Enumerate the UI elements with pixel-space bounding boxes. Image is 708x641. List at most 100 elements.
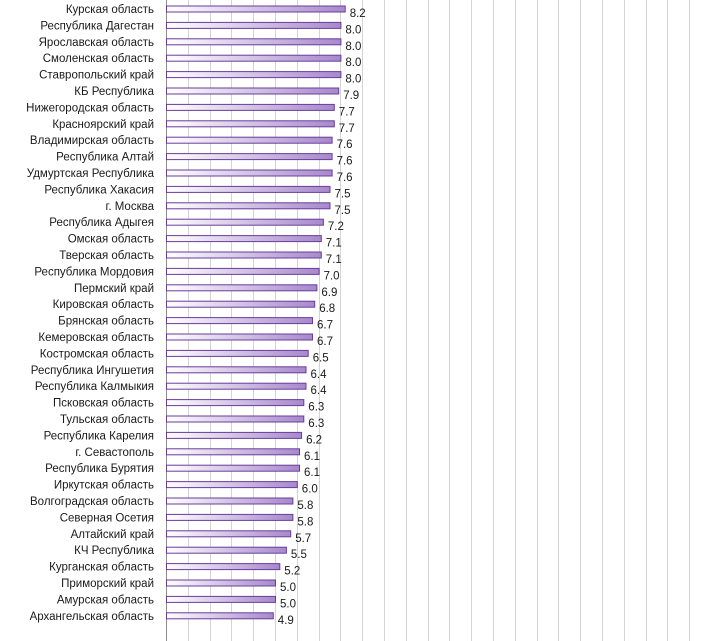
value-label: 6.0 — [302, 484, 318, 496]
category-label: Тульская область — [60, 414, 154, 426]
bar[interactable] — [166, 595, 276, 603]
value-label: 7.1 — [326, 238, 342, 250]
category-label: Красноярский край — [52, 119, 154, 131]
category-label: Костромская область — [40, 348, 154, 360]
bar[interactable] — [166, 382, 307, 390]
category-label: Республика Мордовия — [34, 266, 154, 278]
value-label: 6.5 — [313, 352, 329, 364]
category-label: Волгоградская область — [30, 496, 154, 508]
value-label: 4.9 — [278, 615, 294, 627]
category-label: Республика Дагестан — [40, 20, 154, 32]
category-label: Республика Калмыкия — [35, 381, 154, 393]
bar[interactable] — [166, 5, 346, 13]
category-label: КБ Республика — [74, 86, 154, 98]
bar[interactable] — [166, 464, 300, 472]
value-label: 5.8 — [297, 500, 313, 512]
category-label: Кемеровская область — [38, 332, 154, 344]
category-label: г. Севастополь — [75, 447, 154, 459]
bar[interactable] — [166, 235, 322, 243]
value-label: 6.1 — [304, 451, 320, 463]
bar[interactable] — [166, 513, 294, 521]
bar[interactable] — [166, 579, 276, 587]
bar[interactable] — [166, 153, 333, 161]
value-label: 6.2 — [306, 434, 322, 446]
bar[interactable] — [166, 87, 340, 95]
category-label: Курская область — [66, 4, 154, 16]
bar[interactable] — [166, 612, 274, 620]
value-label: 5.0 — [280, 598, 296, 610]
category-label: Ярославская область — [39, 37, 154, 49]
bar[interactable] — [166, 218, 324, 226]
bar[interactable] — [166, 185, 331, 193]
bar[interactable] — [166, 563, 281, 571]
value-label: 7.7 — [339, 106, 355, 118]
value-label: 6.4 — [311, 369, 328, 381]
bar[interactable] — [166, 448, 300, 456]
value-label: 6.9 — [321, 287, 337, 299]
value-label: 8.0 — [345, 41, 361, 53]
value-label: 7.7 — [339, 123, 355, 135]
value-label: 5.8 — [297, 516, 313, 528]
category-label: Ставропольский край — [39, 70, 154, 82]
value-label: 7.6 — [337, 156, 353, 168]
bar[interactable] — [166, 71, 342, 79]
value-label: 7.0 — [324, 270, 340, 282]
bar[interactable] — [166, 21, 342, 29]
category-label: Брянская область — [58, 316, 154, 328]
bar[interactable] — [166, 120, 335, 128]
value-label: 6.1 — [304, 467, 320, 479]
value-label: 8.0 — [345, 57, 361, 69]
bar[interactable] — [166, 267, 320, 275]
bar[interactable] — [166, 497, 294, 505]
value-label: 7.1 — [326, 254, 342, 266]
category-label: Пермский край — [74, 283, 154, 295]
value-label: 6.3 — [308, 418, 324, 430]
category-labels: Курская область Республика Дагестан Яросла… — [26, 4, 154, 623]
bar[interactable] — [166, 38, 342, 46]
bar[interactable] — [166, 317, 313, 325]
bar[interactable] — [166, 546, 287, 554]
value-label: 6.4 — [311, 385, 328, 397]
value-label: 7.9 — [343, 90, 359, 102]
bar[interactable] — [166, 431, 303, 439]
bar[interactable] — [166, 333, 313, 341]
value-label: 5.5 — [291, 549, 307, 561]
bar[interactable] — [166, 284, 318, 292]
bars — [166, 5, 346, 620]
category-label: г. Москва — [106, 201, 155, 213]
category-label: Омская область — [68, 234, 154, 246]
category-label: Архангельская область — [30, 611, 154, 623]
bar[interactable] — [166, 366, 307, 374]
category-label: Тверская область — [59, 250, 154, 262]
bar[interactable] — [166, 300, 316, 308]
bar[interactable] — [166, 54, 342, 62]
value-label: 6.3 — [308, 402, 324, 414]
value-label: 8.0 — [345, 74, 361, 86]
category-label: Республика Бурятия — [45, 463, 154, 475]
bar[interactable] — [166, 136, 333, 144]
category-label: Нижегородская область — [26, 102, 154, 114]
bar[interactable] — [166, 349, 309, 357]
bar[interactable] — [166, 399, 305, 407]
category-label: Северная Осетия — [60, 512, 154, 524]
category-label: Удмуртская Республика — [27, 168, 155, 180]
value-label: 5.7 — [295, 533, 311, 545]
bar[interactable] — [166, 169, 333, 177]
category-label: Республика Алтай — [56, 152, 154, 164]
value-labels: 8.2 8.0 8.0 8.0 8.0 7.9 7.7 7.7 7.6 7.6 7.6 7.5 7.5 7… — [278, 8, 366, 627]
bar[interactable] — [166, 103, 335, 111]
category-label: Алтайский край — [71, 529, 154, 541]
value-label: 6.7 — [317, 336, 333, 348]
bar[interactable] — [166, 530, 292, 538]
category-label: Республика Карелия — [44, 430, 154, 442]
value-label: 7.6 — [337, 139, 353, 151]
bar[interactable] — [166, 481, 298, 489]
category-label: Республика Ингушетия — [31, 365, 154, 377]
bar[interactable] — [166, 251, 322, 259]
value-label: 6.8 — [319, 303, 335, 315]
bar[interactable] — [166, 202, 331, 210]
bar[interactable] — [166, 415, 305, 423]
value-label: 7.2 — [328, 221, 344, 233]
category-label: Приморский край — [61, 578, 154, 590]
